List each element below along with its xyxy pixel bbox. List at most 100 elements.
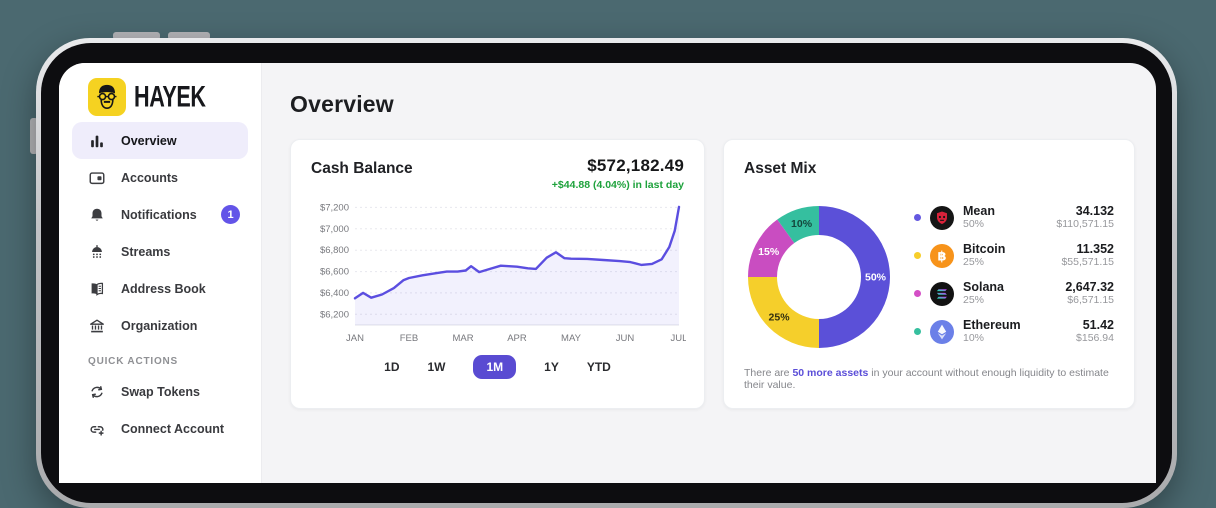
footnote-text: There are xyxy=(744,367,793,379)
range-1m-button[interactable]: 1M xyxy=(473,355,517,379)
bell-icon xyxy=(88,206,106,224)
sidebar-item-streams[interactable]: Streams xyxy=(72,233,248,270)
device-top-button xyxy=(113,32,160,40)
svg-text:50%: 50% xyxy=(865,272,887,284)
svg-text:APR: APR xyxy=(507,333,527,344)
link-plus-icon xyxy=(88,420,106,438)
svg-text:10%: 10% xyxy=(791,218,813,230)
range-ytd-button[interactable]: YTD xyxy=(587,355,611,379)
book-icon xyxy=(88,280,106,298)
quick-action-connect-account[interactable]: Connect Account xyxy=(72,410,248,447)
svg-text:$6,200: $6,200 xyxy=(320,309,349,320)
cash-balance-title: Cash Balance xyxy=(311,160,413,177)
ethereum-coin-icon xyxy=(930,319,954,344)
svg-text:$7,000: $7,000 xyxy=(320,224,349,235)
svg-text:$7,200: $7,200 xyxy=(320,202,349,213)
sidebar-item-label: Streams xyxy=(121,244,171,259)
asset-percent: 50% xyxy=(963,218,985,230)
sidebar: HAYEK Overview Accounts Notifications xyxy=(59,63,262,483)
sidebar-item-label: Overview xyxy=(121,133,177,148)
quick-action-label: Swap Tokens xyxy=(121,384,200,399)
asset-amount: 51.42 xyxy=(1082,318,1114,332)
svg-text:JAN: JAN xyxy=(346,333,364,344)
hayek-face-icon xyxy=(88,78,126,116)
svg-text:JUL: JUL xyxy=(671,333,686,344)
svg-text:MAR: MAR xyxy=(452,333,473,344)
range-1y-button[interactable]: 1Y xyxy=(544,355,559,379)
asset-mix-donut-chart: 50% 25% 15% 10% xyxy=(748,206,890,348)
sidebar-item-organization[interactable]: Organization xyxy=(72,307,248,344)
stream-icon xyxy=(88,243,106,261)
quick-action-label: Connect Account xyxy=(121,421,225,436)
sidebar-item-address-book[interactable]: Address Book xyxy=(72,270,248,307)
sidebar-item-label: Address Book xyxy=(121,281,206,296)
svg-text:25%: 25% xyxy=(769,311,791,323)
asset-usd-value: $55,571.15 xyxy=(1061,256,1114,268)
asset-name: Solana xyxy=(963,280,1004,294)
svg-text:FEB: FEB xyxy=(400,333,418,344)
card-icon xyxy=(88,169,106,187)
legend-row-solana: Solana 25% 2,647.32 $6,571.15 xyxy=(914,280,1114,307)
svg-text:฿: ฿ xyxy=(937,249,946,264)
cash-balance-card: Cash Balance $572,182.49 +$44.88 (4.04%)… xyxy=(290,139,705,409)
quick-actions-heading: QUICK ACTIONS xyxy=(88,356,179,367)
asset-legend: Mean 50% 34.132 $110,571.15 ฿ xyxy=(914,202,1114,352)
sidebar-item-label: Organization xyxy=(121,318,198,333)
sidebar-item-notifications[interactable]: Notifications 1 xyxy=(72,196,248,233)
asset-amount: 2,647.32 xyxy=(1065,280,1114,294)
cash-balance-value: $572,182.49 xyxy=(587,156,684,175)
asset-mix-title: Asset Mix xyxy=(744,160,817,177)
solana-coin-icon xyxy=(930,281,954,306)
svg-text:MAY: MAY xyxy=(561,333,582,344)
asset-amount: 11.352 xyxy=(1076,242,1114,256)
solana-dot xyxy=(914,290,921,297)
svg-text:15%: 15% xyxy=(758,246,780,258)
quick-action-swap-tokens[interactable]: Swap Tokens xyxy=(72,373,248,410)
sidebar-item-accounts[interactable]: Accounts xyxy=(72,159,248,196)
svg-text:$6,800: $6,800 xyxy=(320,245,349,256)
legend-row-mean: Mean 50% 34.132 $110,571.15 xyxy=(914,204,1114,231)
svg-text:JUN: JUN xyxy=(616,333,635,344)
app-screen: HAYEK Overview Accounts Notifications xyxy=(59,63,1156,483)
range-1d-button[interactable]: 1D xyxy=(384,355,399,379)
asset-mix-card: Asset Mix 50% 25% 15% 10% Mean 50% xyxy=(723,139,1135,409)
asset-usd-value: $156.94 xyxy=(1076,332,1114,344)
swap-icon xyxy=(88,383,106,401)
legend-row-bitcoin: ฿ Bitcoin 25% 11.352 $55,571.15 xyxy=(914,242,1114,269)
footnote-text: in your account without enough liquidity… xyxy=(744,367,1109,391)
bitcoin-dot xyxy=(914,252,921,259)
cash-balance-chart: $6,200 $6,400 $6,600 $6,800 $7,000 $7,200 JAN F… xyxy=(320,202,686,344)
svg-text:$6,600: $6,600 xyxy=(320,267,349,278)
logo-wordmark: HAYEK xyxy=(134,80,206,113)
asset-usd-value: $110,571.15 xyxy=(1056,218,1114,230)
asset-usd-value: $6,571.15 xyxy=(1067,294,1114,306)
quick-actions-menu: Swap Tokens Connect Account xyxy=(72,373,248,447)
bitcoin-coin-icon: ฿ xyxy=(930,243,954,268)
main-content: Overview Cash Balance $572,182.49 +$44.8… xyxy=(262,63,1156,483)
sidebar-item-overview[interactable]: Overview xyxy=(72,122,248,159)
asset-amount: 34.132 xyxy=(1075,204,1114,218)
device-top-button xyxy=(168,32,210,40)
bank-icon xyxy=(88,317,106,335)
logo[interactable]: HAYEK xyxy=(88,78,261,116)
sidebar-item-label: Accounts xyxy=(121,170,178,185)
notifications-badge: 1 xyxy=(221,205,240,224)
bar-chart-icon xyxy=(88,132,106,150)
range-1w-button[interactable]: 1W xyxy=(427,355,445,379)
range-selector: 1D 1W 1M 1Y YTD xyxy=(311,355,684,379)
mean-dot xyxy=(914,214,921,221)
more-assets-link[interactable]: 50 more assets xyxy=(792,367,869,379)
asset-percent: 25% xyxy=(963,294,985,306)
ethereum-dot xyxy=(914,328,921,335)
asset-name: Ethereum xyxy=(963,318,1021,332)
legend-row-ethereum: Ethereum 10% 51.42 $156.94 xyxy=(914,318,1114,345)
asset-percent: 10% xyxy=(963,332,985,344)
page-title: Overview xyxy=(290,91,394,117)
cash-balance-change: +$44.88 (4.04%) in last day xyxy=(551,179,684,191)
asset-name: Bitcoin xyxy=(963,242,1006,256)
sidebar-item-label: Notifications xyxy=(121,207,197,222)
mean-coin-icon xyxy=(930,205,954,230)
asset-name: Mean xyxy=(963,204,995,218)
svg-text:$6,400: $6,400 xyxy=(320,288,349,299)
device-side-button xyxy=(30,118,38,154)
